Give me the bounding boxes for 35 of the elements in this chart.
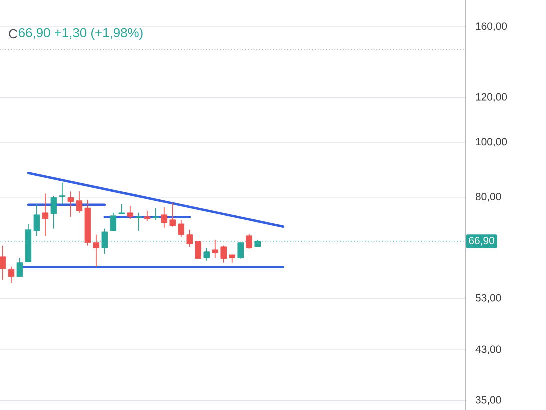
candlestick <box>110 212 117 232</box>
y-tick-label: 53,00 <box>476 294 502 303</box>
y-tick-label: 120,00 <box>476 93 508 102</box>
candlestick <box>178 220 185 238</box>
ref-line-label: 66,90 <box>469 237 494 246</box>
candlestick <box>59 182 66 204</box>
candlestick <box>68 191 74 218</box>
candlestick <box>16 258 24 278</box>
candlestick <box>246 234 252 250</box>
candlestick <box>144 210 151 222</box>
candlestick <box>118 204 126 214</box>
annotation: 66,90 +1,30 (+1,98%) <box>18 28 143 40</box>
candlestick <box>8 266 15 284</box>
y-tick-label: 100,00 <box>476 138 508 147</box>
candlestick <box>0 245 6 280</box>
candlestick <box>161 206 168 228</box>
candlestick <box>42 193 49 236</box>
candlestick <box>50 195 58 230</box>
y-tick-label: 80,00 <box>476 193 502 202</box>
candlestick <box>170 202 176 228</box>
y-tick-label: 35,00 <box>476 396 502 406</box>
candlestick <box>93 234 100 268</box>
candlestick <box>220 245 228 264</box>
candlestick <box>152 208 160 220</box>
y-tick-label: 43,00 <box>476 346 502 354</box>
candlestick <box>34 204 40 236</box>
candlestick <box>212 239 219 259</box>
candlestick <box>195 241 202 260</box>
y-tick-label: 160,00 <box>476 22 508 32</box>
candlestick <box>127 206 134 220</box>
candlestick <box>136 212 142 232</box>
annotation: C <box>9 29 18 39</box>
candlestick <box>186 229 194 248</box>
candlestick <box>76 191 83 214</box>
candlestick <box>204 248 210 262</box>
